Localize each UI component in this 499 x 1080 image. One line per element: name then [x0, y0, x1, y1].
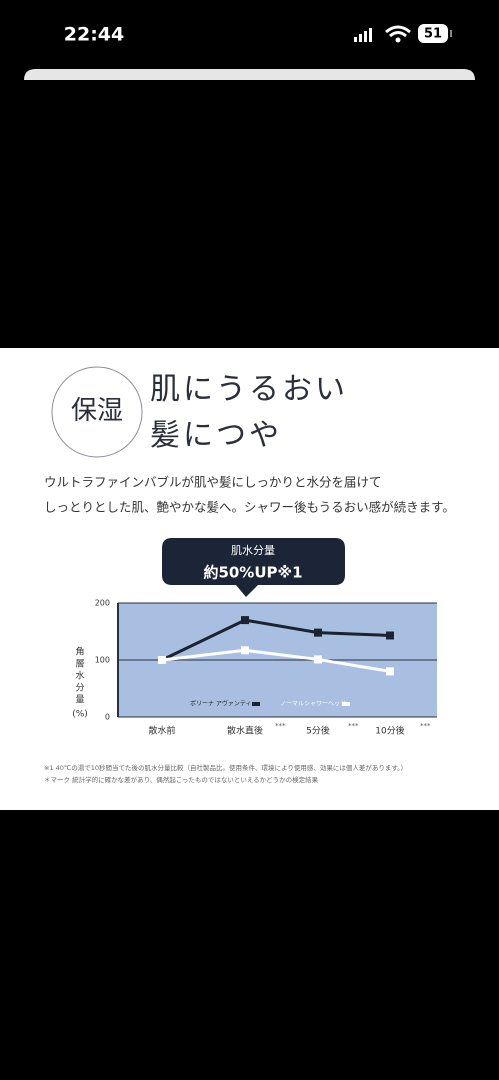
- point: [241, 646, 249, 655]
- legend-label: ノーマルシャワーヘッド: [280, 701, 346, 708]
- battery: [418, 24, 448, 43]
- badge-circle: [51, 366, 143, 458]
- point: [314, 628, 322, 637]
- callout-title: 肌水分量: [231, 544, 275, 557]
- battery-cap: [450, 30, 452, 37]
- x-tick-label: 散水前: [148, 725, 175, 737]
- significance: ***: [420, 722, 431, 730]
- wifi-dot: [395, 37, 401, 43]
- signal: [354, 28, 372, 42]
- y-tick-label: 0: [105, 713, 110, 722]
- battery-level: 51: [424, 27, 442, 42]
- point: [241, 616, 249, 625]
- y-axis-unit: (%): [72, 710, 88, 720]
- badge: 保湿: [71, 396, 123, 425]
- footnote: ※1 40℃の湯で10秒間当てた後の肌水分量比較（自社製品比。使用条件、環境によ…: [44, 763, 407, 772]
- footnote: ＊マーク 統計学的に確かな差があり、偶然起こったものではないといえるかどうかの検…: [44, 775, 319, 784]
- y-tick-label: 100: [95, 656, 110, 665]
- time: 22:44: [64, 24, 124, 46]
- significance: ***: [348, 722, 359, 730]
- point: [158, 656, 166, 664]
- headline: 肌にうるおい: [150, 373, 348, 406]
- legend-swatch: [252, 702, 260, 706]
- callout-text: 約50%UP※1: [203, 564, 302, 582]
- point: [314, 655, 322, 664]
- callout: [162, 538, 345, 597]
- headline: 髪につや: [150, 419, 282, 452]
- point: [386, 631, 394, 640]
- series-line: [161, 618, 391, 662]
- y-axis-label: 層: [75, 659, 84, 670]
- point: [386, 667, 394, 676]
- y-axis-label: 角: [75, 646, 84, 658]
- description: ウルトラファインバブルが肌や髪にしっかりと水分を届けて: [44, 475, 382, 490]
- x-tick-label: 散水直後: [227, 725, 263, 737]
- legend-label: ボリーナ アヴァンティ: [190, 700, 252, 708]
- sheet-handle: [24, 69, 475, 80]
- wifi: [385, 25, 411, 38]
- x-tick-label: 10分後: [375, 725, 404, 737]
- y-tick-label: 200: [95, 599, 110, 608]
- y-axis-label: 分: [75, 683, 84, 694]
- x-tick-label: 5分後: [306, 725, 330, 737]
- legend-swatch: [342, 702, 350, 706]
- y-axis-label: 水: [75, 670, 84, 682]
- description: しっとりとした肌、艶やかな髪へ。シャワー後もうるおい感が続きます。: [44, 500, 455, 515]
- series-line: [161, 648, 391, 673]
- y-axis-label: 量: [75, 695, 84, 706]
- significance: ***: [275, 722, 286, 730]
